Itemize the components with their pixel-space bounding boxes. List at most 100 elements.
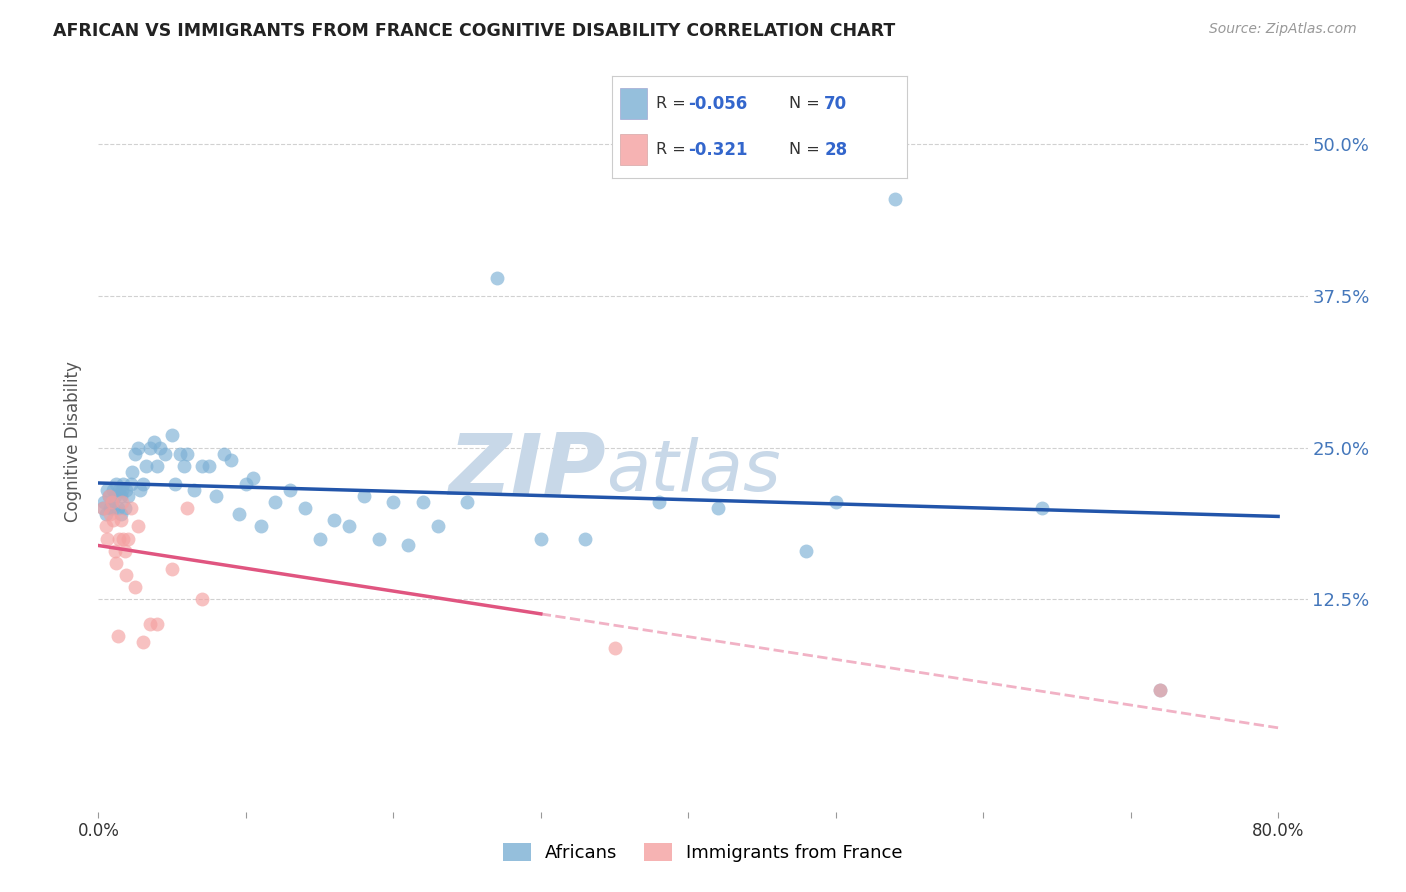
- Point: [706, 501, 728, 516]
- Point: [111, 483, 134, 497]
- Point: [146, 458, 169, 473]
- Point: [228, 508, 250, 522]
- Point: [824, 495, 846, 509]
- Point: [149, 441, 172, 455]
- Point: [456, 495, 478, 509]
- Point: [98, 508, 121, 522]
- Point: [131, 477, 153, 491]
- Text: atlas: atlas: [606, 437, 780, 506]
- Point: [104, 543, 127, 558]
- Point: [139, 441, 162, 455]
- Point: [115, 568, 138, 582]
- Text: N =: N =: [789, 96, 825, 111]
- Point: [190, 592, 212, 607]
- Point: [120, 477, 142, 491]
- Point: [205, 489, 228, 503]
- Point: [1031, 501, 1053, 516]
- Point: [105, 556, 128, 570]
- Point: [176, 501, 198, 516]
- Point: [412, 495, 434, 509]
- Y-axis label: Cognitive Disability: Cognitive Disability: [65, 361, 83, 522]
- Point: [96, 483, 118, 497]
- Point: [278, 483, 301, 497]
- Point: [128, 483, 150, 497]
- Text: -0.321: -0.321: [689, 141, 748, 159]
- Point: [294, 501, 316, 516]
- Point: [121, 465, 143, 479]
- Point: [308, 532, 330, 546]
- Point: [101, 483, 124, 497]
- Point: [120, 501, 142, 516]
- Point: [183, 483, 205, 497]
- Point: [100, 495, 122, 509]
- Point: [235, 477, 257, 491]
- Point: [107, 501, 129, 516]
- Point: [100, 495, 122, 509]
- Text: R =: R =: [655, 142, 696, 157]
- Point: [176, 447, 198, 461]
- Point: [242, 471, 264, 485]
- Point: [101, 513, 124, 527]
- Text: 28: 28: [824, 141, 848, 159]
- Point: [1149, 683, 1171, 698]
- Point: [97, 489, 120, 503]
- Point: [143, 434, 166, 449]
- Point: [426, 519, 449, 533]
- Bar: [620, 88, 647, 119]
- Point: [160, 428, 183, 442]
- Point: [108, 532, 131, 546]
- Point: [110, 489, 132, 503]
- Point: [367, 532, 389, 546]
- Point: [165, 477, 187, 491]
- Point: [93, 495, 115, 509]
- Point: [353, 489, 375, 503]
- Point: [212, 447, 235, 461]
- Point: [91, 501, 114, 516]
- Text: -0.056: -0.056: [689, 95, 748, 112]
- Point: [127, 519, 149, 533]
- Point: [107, 629, 129, 643]
- Point: [117, 532, 139, 546]
- Legend: Africans, Immigrants from France: Africans, Immigrants from France: [496, 836, 910, 870]
- Bar: [620, 135, 647, 165]
- Point: [135, 458, 157, 473]
- Point: [96, 532, 118, 546]
- Point: [108, 483, 131, 497]
- Point: [91, 501, 114, 516]
- Point: [146, 616, 169, 631]
- Point: [131, 635, 153, 649]
- Point: [112, 532, 135, 546]
- Text: Source: ZipAtlas.com: Source: ZipAtlas.com: [1209, 22, 1357, 37]
- Point: [249, 519, 271, 533]
- Point: [98, 501, 121, 516]
- Point: [117, 489, 139, 503]
- Point: [530, 532, 553, 546]
- Point: [127, 441, 149, 455]
- Point: [160, 562, 183, 576]
- Point: [1149, 683, 1171, 698]
- Text: N =: N =: [789, 142, 825, 157]
- Point: [794, 543, 817, 558]
- Point: [111, 495, 134, 509]
- Point: [648, 495, 671, 509]
- Point: [115, 483, 138, 497]
- Point: [190, 458, 212, 473]
- Point: [97, 489, 120, 503]
- Text: 70: 70: [824, 95, 848, 112]
- Point: [337, 519, 360, 533]
- Point: [485, 270, 508, 285]
- Point: [124, 447, 146, 461]
- Point: [396, 538, 419, 552]
- Point: [603, 640, 626, 655]
- Point: [101, 501, 124, 516]
- Point: [112, 477, 135, 491]
- Point: [323, 513, 346, 527]
- Point: [139, 616, 162, 631]
- Point: [104, 489, 127, 503]
- Point: [169, 447, 191, 461]
- Point: [124, 580, 146, 594]
- Point: [105, 477, 128, 491]
- Point: [114, 501, 136, 516]
- Text: AFRICAN VS IMMIGRANTS FROM FRANCE COGNITIVE DISABILITY CORRELATION CHART: AFRICAN VS IMMIGRANTS FROM FRANCE COGNIT…: [53, 22, 896, 40]
- Point: [883, 192, 905, 206]
